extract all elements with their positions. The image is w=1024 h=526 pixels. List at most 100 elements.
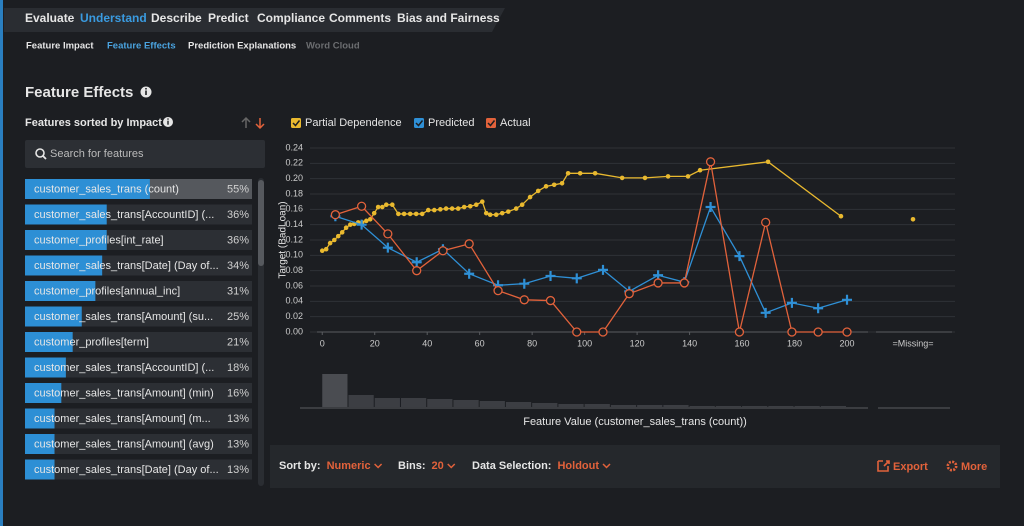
feature-name: customer_sales_trans[AccountID] (...: [34, 209, 214, 221]
more-button[interactable]: More: [961, 461, 987, 473]
y-tick-label: 0.12: [285, 234, 303, 244]
sidebar-title: Features sorted by Impact: [25, 117, 162, 129]
histogram-bar: [348, 395, 374, 407]
nav-tab[interactable]: Predict: [208, 11, 249, 25]
y-tick-label: 0.08: [285, 265, 303, 275]
point: [412, 266, 422, 276]
control-label: Data Selection:: [472, 460, 551, 472]
point: [559, 180, 565, 186]
point: [367, 217, 373, 222]
point: [571, 273, 582, 284]
sub-tab[interactable]: Prediction Explanations: [188, 41, 296, 52]
x-tick-label: 140: [682, 338, 697, 348]
search-box[interactable]: [25, 140, 265, 168]
point: [327, 240, 333, 246]
series-line: [335, 205, 848, 314]
feature-name: customer_sales_trans[Amount] (m...: [34, 413, 211, 425]
point: [545, 295, 556, 306]
feature-row[interactable]: [25, 408, 252, 429]
info-icon: [140, 86, 152, 98]
point: [527, 194, 533, 200]
feature-name: customer_profiles[annual_inc]: [34, 285, 180, 297]
feature-impact: 13%: [227, 464, 249, 476]
point: [565, 171, 571, 176]
nav-tab[interactable]: Comments: [329, 11, 391, 25]
sub-tab[interactable]: Feature Impact: [26, 41, 94, 52]
point: [480, 199, 485, 204]
feature-row[interactable]: [25, 332, 252, 352]
legend-check: [415, 120, 424, 127]
point: [493, 212, 499, 217]
nav-tab[interactable]: Compliance: [257, 11, 325, 25]
sub-tab[interactable]: Word Cloud: [306, 41, 360, 52]
point: [438, 246, 448, 256]
impact-bar: [25, 306, 82, 327]
point: [505, 209, 511, 214]
point: [760, 307, 771, 318]
y-tick-label: 0.00: [285, 326, 303, 336]
nav-tab[interactable]: Describe: [151, 11, 202, 25]
sort-descending[interactable]: [255, 118, 265, 130]
export-icon: [877, 460, 890, 472]
y-tick-label: 0.04: [285, 296, 303, 306]
point: [461, 204, 467, 210]
missing-label: =Missing=: [892, 338, 933, 348]
point: [838, 213, 844, 219]
histogram-bar: [400, 398, 427, 407]
y-tick-label: 0.24: [285, 142, 303, 152]
point: [665, 174, 671, 179]
feature-row[interactable]: [25, 434, 252, 454]
sort-ascending[interactable]: [241, 116, 251, 128]
y-axis-label: Target (BadLoan): [278, 201, 289, 278]
point: [624, 289, 634, 299]
point: [619, 175, 625, 181]
control-value[interactable]: Holdout: [557, 460, 599, 472]
feature-name: customer_sales_trans[Amount] (min): [34, 387, 214, 399]
feature-row[interactable]: [25, 459, 252, 480]
point: [813, 327, 823, 337]
point: [786, 297, 797, 308]
point: [813, 303, 824, 314]
point: [356, 219, 367, 230]
x-tick-label: 180: [787, 338, 802, 348]
legend-check: [487, 120, 496, 127]
point: [335, 233, 341, 239]
control-value[interactable]: Numeric: [327, 460, 371, 472]
x-tick-label: 0: [320, 338, 325, 348]
control-value[interactable]: 20: [432, 460, 444, 472]
point: [765, 159, 771, 165]
point: [597, 264, 608, 275]
x-tick-label: 40: [422, 338, 432, 348]
histogram-bar: [479, 401, 505, 407]
point: [473, 202, 479, 208]
scrollbar-thumb[interactable]: [258, 180, 264, 266]
chevron: [374, 463, 383, 469]
point: [425, 207, 431, 213]
nav-tab[interactable]: Bias and Fairness: [397, 11, 500, 25]
feature-impact: 13%: [227, 413, 249, 425]
point: [685, 174, 691, 179]
point: [375, 204, 381, 210]
legend-swatch[interactable]: [414, 118, 424, 128]
nav-tab[interactable]: Understand: [80, 11, 147, 25]
point: [705, 202, 716, 213]
x-tick-label: 200: [839, 338, 854, 348]
histogram-bar: [532, 403, 558, 407]
legend-swatch[interactable]: [486, 118, 496, 128]
sub-tab[interactable]: Feature Effects: [107, 41, 176, 52]
nav-tab[interactable]: Evaluate: [25, 11, 75, 25]
point: [383, 229, 393, 239]
feature-impact: 36%: [227, 209, 249, 221]
point: [545, 271, 556, 282]
export-button[interactable]: Export: [893, 461, 928, 473]
point: [572, 327, 582, 337]
point: [551, 182, 557, 188]
histogram-bar: [768, 406, 794, 407]
legend-check: [292, 120, 301, 127]
point: [356, 201, 367, 211]
impact-bar: [25, 230, 107, 250]
feature-row[interactable]: [25, 383, 252, 403]
feature-row[interactable]: [25, 357, 252, 378]
legend-swatch[interactable]: [291, 118, 301, 128]
y-tick-label: 0.18: [285, 188, 303, 198]
